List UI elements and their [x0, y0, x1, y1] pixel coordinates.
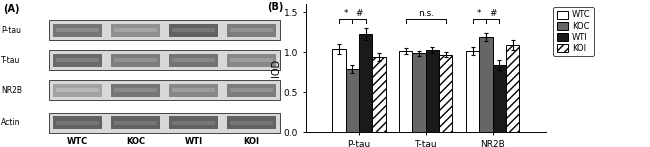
- Bar: [56, 58, 99, 62]
- Bar: [412, 53, 426, 132]
- Bar: [56, 88, 99, 92]
- Bar: [172, 58, 215, 62]
- Bar: [372, 57, 385, 132]
- Text: (A): (A): [3, 4, 20, 14]
- Text: KOC: KOC: [126, 137, 145, 146]
- Bar: [169, 84, 218, 97]
- Text: P-tau: P-tau: [1, 26, 21, 35]
- Bar: [114, 88, 157, 92]
- Bar: [439, 55, 452, 132]
- Bar: [227, 84, 276, 97]
- Bar: [111, 84, 160, 97]
- Bar: [359, 34, 372, 132]
- Bar: [49, 81, 280, 100]
- Bar: [49, 50, 280, 70]
- Bar: [53, 84, 102, 97]
- Bar: [227, 24, 276, 37]
- Bar: [230, 28, 273, 32]
- Text: WTI: WTI: [185, 137, 202, 146]
- Text: #: #: [355, 9, 363, 18]
- Text: KOI: KOI: [243, 137, 259, 146]
- Bar: [169, 116, 218, 129]
- Bar: [53, 54, 102, 67]
- Text: #: #: [489, 9, 497, 18]
- Bar: [111, 24, 160, 37]
- Legend: WTC, KOC, WTI, KOI: WTC, KOC, WTI, KOI: [553, 7, 593, 56]
- Text: *: *: [343, 9, 348, 18]
- Bar: [227, 116, 276, 129]
- Text: Actin: Actin: [1, 118, 21, 127]
- Bar: [114, 121, 157, 125]
- Bar: [49, 20, 280, 40]
- Bar: [479, 37, 493, 132]
- Y-axis label: IOD: IOD: [270, 59, 281, 77]
- Bar: [230, 121, 273, 125]
- Text: NR2B: NR2B: [1, 86, 23, 95]
- Bar: [346, 69, 359, 132]
- Bar: [114, 58, 157, 62]
- Text: WTC: WTC: [67, 137, 88, 146]
- Bar: [426, 50, 439, 132]
- Bar: [230, 58, 273, 62]
- Bar: [169, 24, 218, 37]
- Bar: [493, 65, 506, 132]
- Bar: [230, 88, 273, 92]
- Text: *: *: [477, 9, 482, 18]
- Bar: [111, 54, 160, 67]
- Text: (B): (B): [267, 2, 283, 12]
- Bar: [114, 28, 157, 32]
- Bar: [399, 51, 412, 132]
- Bar: [332, 49, 346, 132]
- Bar: [56, 121, 99, 125]
- Bar: [172, 88, 215, 92]
- Bar: [56, 28, 99, 32]
- Text: T-tau: T-tau: [1, 56, 21, 65]
- Bar: [227, 54, 276, 67]
- Bar: [53, 116, 102, 129]
- Bar: [49, 113, 280, 133]
- Text: n.s.: n.s.: [418, 9, 434, 18]
- Bar: [111, 116, 160, 129]
- Bar: [169, 54, 218, 67]
- Bar: [172, 28, 215, 32]
- Bar: [506, 45, 519, 132]
- Bar: [466, 51, 479, 132]
- Bar: [172, 121, 215, 125]
- Bar: [53, 24, 102, 37]
